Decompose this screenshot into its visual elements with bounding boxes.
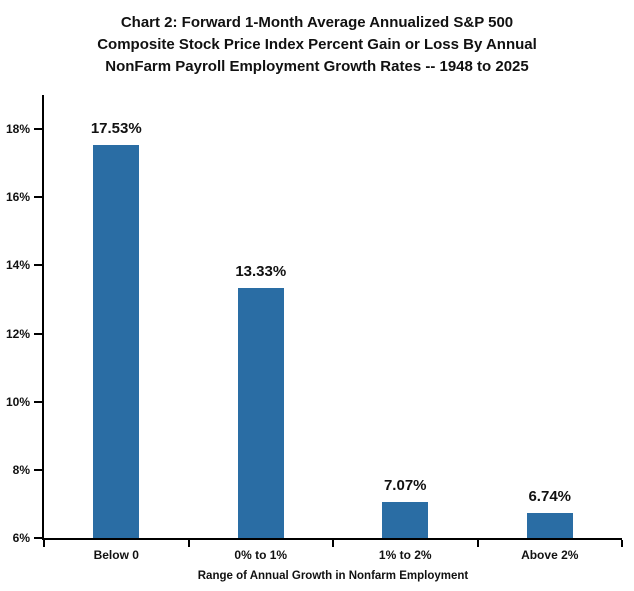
x-axis-title: Range of Annual Growth in Nonfarm Employ… bbox=[197, 570, 469, 582]
bar bbox=[237, 288, 284, 538]
y-tick bbox=[34, 196, 42, 199]
y-tick bbox=[34, 537, 42, 539]
y-tick-label: 16% bbox=[5, 190, 30, 205]
chart-title-line-2: Composite Stock Price Index Percent Gain… bbox=[97, 36, 537, 53]
x-tick bbox=[332, 540, 334, 547]
x-category-label: Above 2% bbox=[521, 548, 579, 562]
y-tick bbox=[34, 332, 42, 335]
plot-area: Range of Annual Growth in Nonfarm Employ… bbox=[6, 95, 623, 582]
y-tick-label: 6% bbox=[12, 531, 30, 545]
chart-title-line-1: Chart 2: Forward 1-Month Average Annuali… bbox=[120, 14, 514, 31]
y-tick-label: 14% bbox=[5, 258, 30, 273]
x-category-label: Below 0 bbox=[93, 548, 139, 562]
y-tick-label: 12% bbox=[5, 326, 30, 341]
bar-value-label: 7.07% bbox=[383, 476, 427, 494]
x-tick bbox=[476, 540, 479, 547]
y-tick bbox=[34, 468, 42, 471]
x-tick bbox=[43, 540, 45, 547]
y-tick bbox=[34, 264, 42, 267]
x-category-label: 1% to 2% bbox=[378, 548, 432, 562]
y-tick bbox=[34, 400, 42, 403]
x-category-label: 0% to 1% bbox=[234, 548, 288, 562]
y-tick-label: 18% bbox=[5, 122, 30, 137]
bar bbox=[526, 512, 573, 538]
chart-title: Chart 2: Forward 1-Month Average Annuali… bbox=[0, 12, 634, 78]
y-tick-label: 10% bbox=[5, 394, 30, 409]
bar bbox=[93, 145, 140, 538]
x-tick bbox=[187, 540, 190, 547]
bar-value-label: 13.33% bbox=[235, 263, 287, 281]
x-tick bbox=[621, 540, 623, 547]
y-tick bbox=[34, 128, 42, 131]
chart-title-line-3: NonFarm Payroll Employment Growth Rates … bbox=[105, 58, 529, 75]
bar-value-label: 6.74% bbox=[528, 487, 572, 505]
bar bbox=[382, 501, 429, 538]
bar-value-label: 17.53% bbox=[90, 120, 142, 138]
y-tick-label: 8% bbox=[12, 462, 30, 477]
